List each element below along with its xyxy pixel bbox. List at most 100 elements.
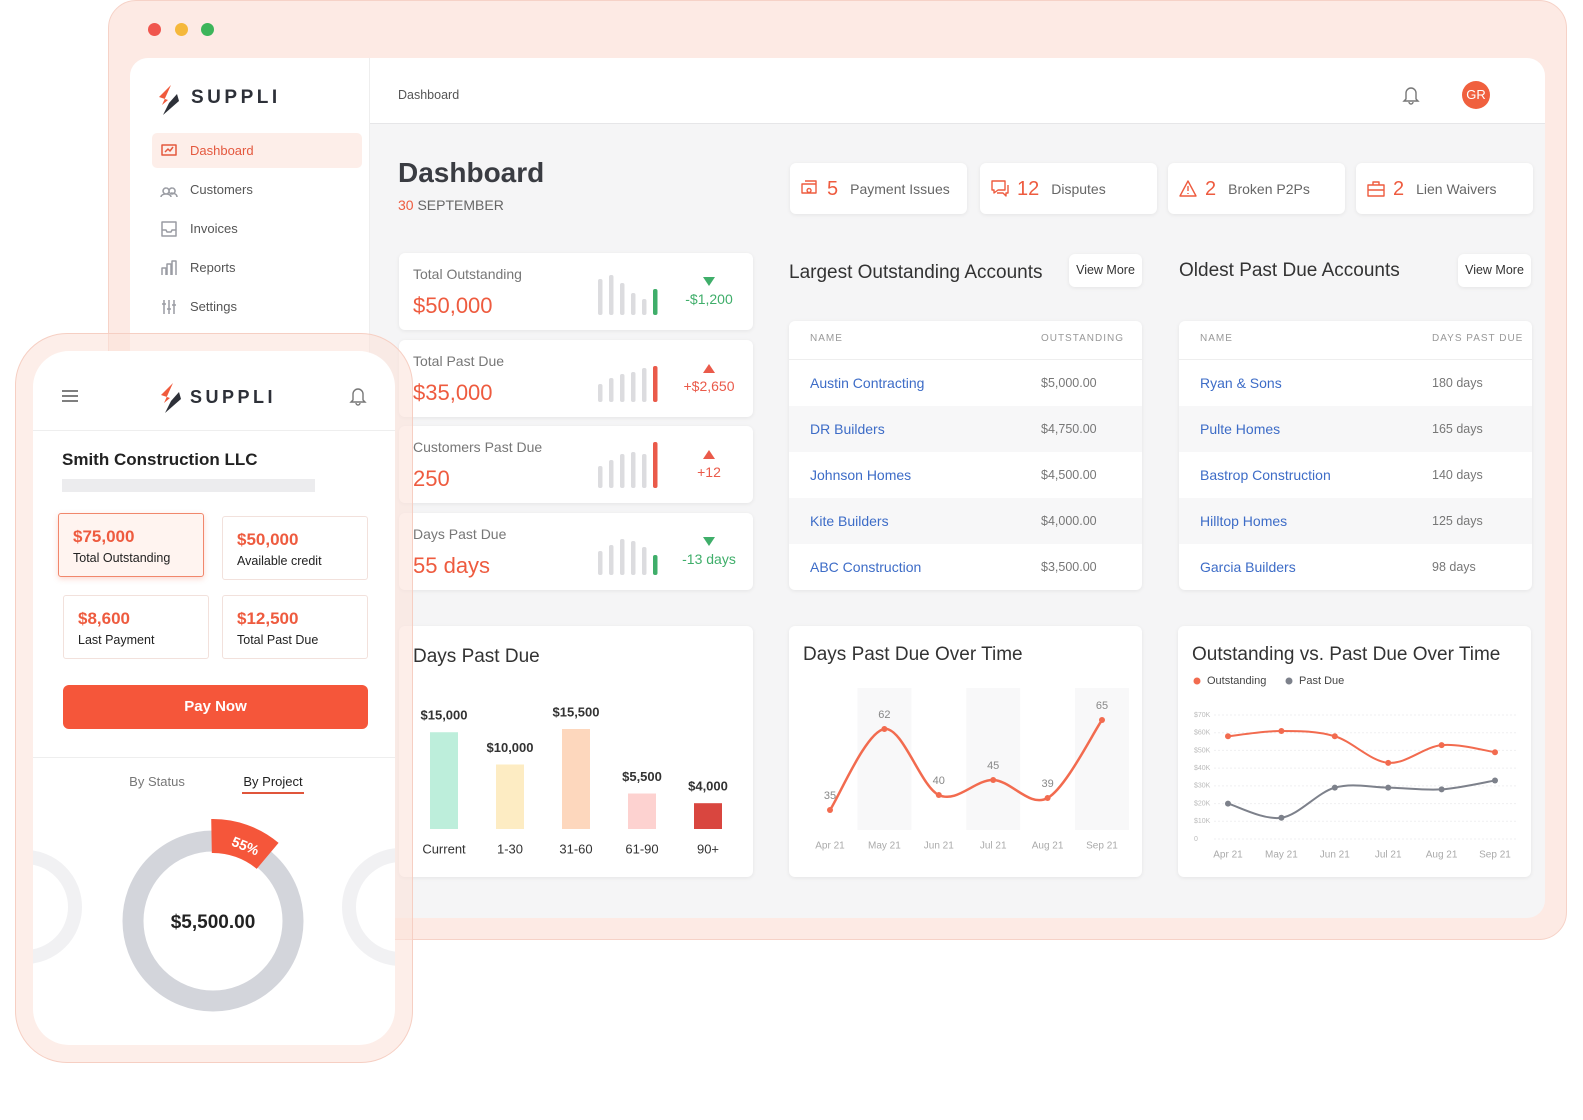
account-name[interactable]: Kite Builders — [810, 513, 889, 529]
donut: 55%$5,500.00 — [33, 819, 395, 1012]
table-row-stripe — [789, 406, 1142, 452]
issue-count: 2 — [1205, 177, 1217, 200]
bell-icon — [349, 388, 367, 406]
account-value: 180 days — [1432, 376, 1483, 390]
view-more-button[interactable]: View More — [1458, 254, 1531, 287]
account-name[interactable]: DR Builders — [810, 421, 885, 437]
account-name[interactable]: Johnson Homes — [810, 467, 912, 483]
tile[interactable] — [58, 513, 204, 577]
kpi-change: +$2,650 — [683, 378, 735, 394]
tile[interactable] — [222, 595, 368, 659]
side-ring — [342, 848, 395, 966]
company-name: Smith Construction LLC — [62, 450, 258, 469]
kpi-sparkbars — [598, 442, 658, 488]
spark-bar — [598, 384, 603, 402]
arrow — [703, 364, 715, 373]
account-name[interactable]: Hilltop Homes — [1200, 513, 1288, 529]
kpi-sparkbars — [598, 539, 658, 575]
tile-value: $8,600 — [78, 609, 130, 628]
side-ring — [33, 850, 82, 964]
account-name[interactable]: Garcia Builders — [1200, 559, 1296, 575]
tile-label: Total Outstanding — [73, 551, 171, 565]
issue-label: Payment Issues — [850, 180, 950, 197]
account-name[interactable]: Austin Contracting — [810, 375, 925, 391]
spark-bar — [609, 378, 614, 402]
window-dot — [201, 23, 214, 36]
account-name[interactable]: Ryan & Sons — [1200, 375, 1282, 391]
arrow — [703, 537, 715, 546]
kpi-label: Total Past Due — [413, 353, 505, 369]
issue-label: Lien Waivers — [1416, 180, 1497, 197]
kpi-trend-arrow — [703, 537, 715, 546]
chart-card — [399, 626, 753, 877]
spark-bar — [642, 454, 647, 488]
nav-item[interactable]: Settings — [190, 299, 237, 314]
logo-shape — [163, 94, 179, 115]
account-name[interactable]: Bastrop Construction — [1200, 467, 1331, 483]
spark-bar — [620, 283, 625, 315]
tile[interactable] — [63, 595, 209, 659]
window-dot — [174, 23, 188, 36]
bell-icon — [1402, 87, 1420, 105]
column-header: DAYS PAST DUE — [1432, 333, 1524, 344]
view-more-button[interactable]: View More — [1069, 254, 1142, 287]
icon — [161, 260, 177, 275]
spark-bar — [609, 545, 614, 575]
issue-card[interactable]: 2 Broken P2Ps — [1168, 163, 1345, 214]
spark-bar — [642, 368, 647, 402]
phone-screen: SUPPLI Smith Construction LLC $75,000 Total… — [33, 351, 395, 1045]
account-name[interactable]: Pulte Homes — [1200, 421, 1281, 437]
kpi-change: -$1,200 — [685, 291, 733, 307]
date-day: 30 — [398, 197, 414, 213]
page-title: Dashboard — [398, 157, 545, 188]
kpi-trend-arrow — [703, 277, 715, 286]
pay-now-button[interactable]: Pay Now — [63, 685, 368, 729]
logo-shape — [161, 383, 173, 403]
issue-card[interactable]: 2 Lien Waivers — [1356, 163, 1533, 214]
chart-card — [1178, 626, 1531, 877]
tile[interactable] — [222, 516, 368, 580]
kpi-card — [399, 426, 753, 503]
spark-bar — [620, 454, 625, 488]
icon — [161, 144, 177, 156]
kpi-card — [399, 513, 753, 590]
table-row-stripe — [789, 498, 1142, 544]
tab[interactable]: By Project — [243, 774, 303, 789]
nav-item[interactable]: Dashboard — [190, 143, 254, 158]
nav-item[interactable]: Invoices — [190, 221, 238, 236]
kpi-label: Total Outstanding — [413, 266, 522, 282]
account-value: 165 days — [1432, 422, 1483, 436]
nav-item[interactable]: Customers — [190, 182, 253, 197]
kpi-label: Customers Past Due — [413, 439, 543, 455]
issue-card[interactable]: 12 Disputes — [980, 163, 1157, 214]
spark-bar — [642, 547, 647, 575]
logo-icon — [161, 383, 181, 413]
tile-value: $75,000 — [73, 527, 135, 546]
table-header-line — [789, 359, 1142, 360]
spark-bar — [653, 289, 658, 315]
icon — [161, 221, 177, 237]
breadcrumb: Dashboard — [398, 88, 460, 102]
nav-item[interactable]: Reports — [190, 260, 236, 275]
table-row-stripe — [1179, 498, 1532, 544]
table-card — [789, 321, 1142, 590]
account-value: $4,750.00 — [1041, 422, 1097, 436]
donut-total: $5,500.00 — [171, 912, 256, 933]
column-header: NAME — [1200, 333, 1233, 344]
window-dot — [148, 23, 161, 36]
spark-bar — [598, 279, 603, 315]
account-name[interactable]: ABC Construction — [810, 559, 922, 575]
brand-name: SUPPLI — [191, 87, 281, 108]
column-header: NAME — [810, 333, 843, 344]
brand-name: SUPPLI — [190, 387, 277, 407]
table-row-stripe — [1179, 406, 1532, 452]
tile-value: $12,500 — [237, 609, 299, 628]
issue-card[interactable]: 5 Payment Issues — [790, 163, 967, 214]
table-title: Largest Outstanding Accounts — [789, 262, 1043, 283]
spark-bar — [653, 442, 658, 488]
icon — [349, 388, 367, 406]
spark-bar — [620, 539, 625, 575]
avatar[interactable]: GR — [1462, 81, 1490, 109]
spark-bar — [609, 275, 614, 315]
tab[interactable]: By Status — [129, 774, 185, 789]
